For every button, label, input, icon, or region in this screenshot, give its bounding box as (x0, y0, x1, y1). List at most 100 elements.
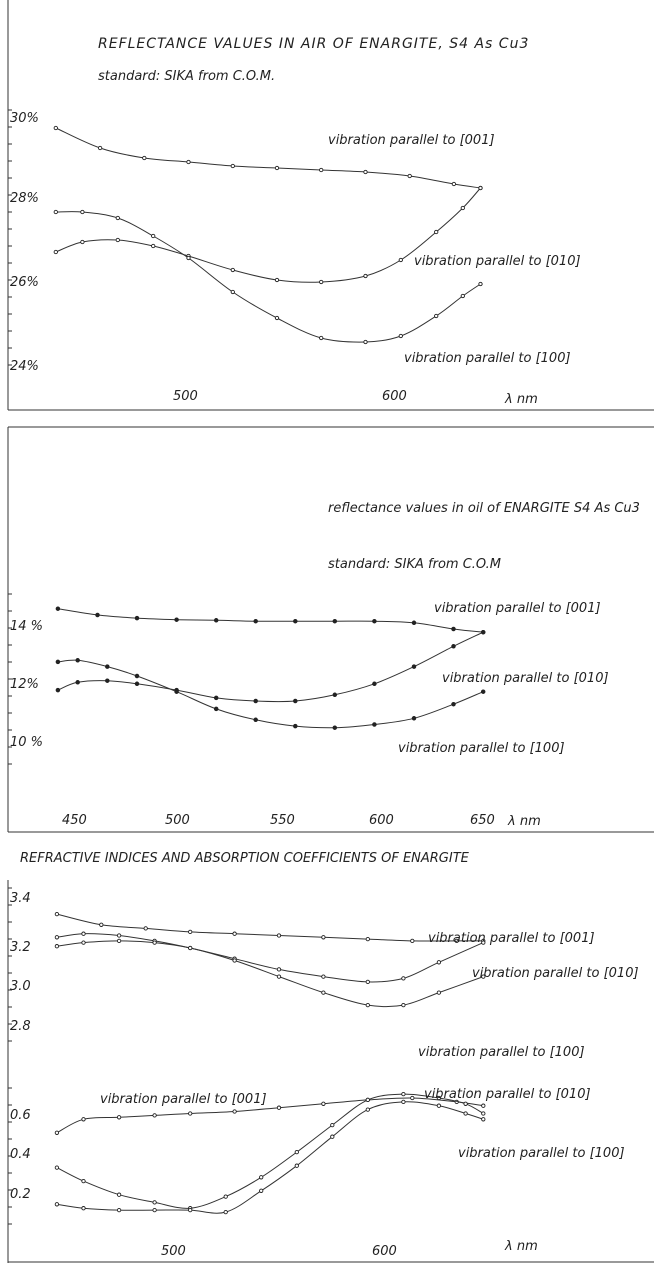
abs-series-label: vibration parallel to [001] (100, 1092, 267, 1107)
air-y-tick-label: 26% (10, 275, 39, 290)
oil-y-tick-label: 12% (10, 677, 39, 692)
air-data-point (115, 215, 120, 221)
oil-data-point (134, 673, 140, 679)
abs-data-point (401, 1091, 406, 1097)
oil-series-label: vibration parallel to [001] (434, 601, 601, 616)
refr-data-point (116, 938, 122, 944)
panel-oil-reflectance: reflectance values in oil of ENARGITE S4… (7, 426, 654, 833)
air-data-point (274, 277, 280, 283)
air-data-point (186, 159, 191, 165)
air-data-point (478, 185, 483, 191)
air-data-point (363, 273, 368, 279)
abs-data-point (116, 1115, 122, 1120)
abs-data-point (54, 1202, 60, 1207)
abs-data-point (321, 1101, 326, 1106)
oil-data-point (293, 618, 298, 624)
refr-data-point (152, 940, 157, 945)
abs-y-tick-label: 0.4 (10, 1147, 31, 1162)
air-data-point (80, 239, 85, 245)
abs-data-point (259, 1188, 264, 1193)
air-data-point (230, 163, 235, 169)
abs-data-point (330, 1122, 335, 1128)
refr-data-point (232, 958, 237, 963)
refr-data-point (276, 933, 282, 938)
air-series-label: vibration parallel to [010] (414, 254, 581, 269)
air-data-point (434, 313, 439, 319)
refr-data-point (410, 938, 415, 944)
oil-data-point (253, 717, 258, 723)
air-series-label: vibration parallel to [001] (328, 133, 495, 148)
air-y-tick-label: 30% (10, 111, 39, 126)
air-y-tick-label: 24% (10, 359, 39, 374)
oil-data-point (372, 618, 377, 624)
refr-data-point (436, 960, 442, 965)
abs-data-point (223, 1209, 228, 1215)
oil-data-point (134, 615, 140, 621)
abs-data-point (436, 1103, 442, 1108)
refr-series-label: vibration parallel to [010] (472, 966, 639, 981)
air-data-point (274, 315, 280, 321)
oil-data-point (411, 664, 417, 669)
abs-data-point (259, 1175, 264, 1180)
air-data-point (478, 281, 483, 287)
air-data-point (230, 267, 235, 273)
oil-y-tick-label: 14 % (10, 619, 43, 634)
abs-data-point (365, 1107, 370, 1112)
oil-data-point (134, 681, 140, 687)
abs-data-point (116, 1207, 122, 1213)
oil-x-tick-label: 650 (470, 813, 495, 828)
abs-data-point (481, 1103, 486, 1108)
refr-y-tick-label: 3.4 (10, 891, 31, 906)
refr-data-point (276, 967, 282, 972)
abs-data-point (81, 1206, 86, 1211)
oil-data-point (332, 725, 338, 730)
oil-data-point (55, 606, 61, 611)
air-data-point (319, 167, 324, 173)
refr-data-point (321, 990, 326, 995)
abs-series-label: vibration parallel to [100] (458, 1146, 625, 1161)
refr-data-point (188, 929, 193, 935)
abs-data-point (401, 1099, 406, 1105)
refr-data-point (365, 936, 370, 942)
refr-data-point (116, 933, 122, 938)
air-series-line (55, 211, 481, 343)
air-data-point (398, 333, 403, 339)
refr-data-point (321, 974, 326, 979)
refr-data-point (54, 911, 60, 917)
refr-data-point (481, 940, 486, 945)
refr-y-tick-label: 2.8 (10, 1019, 31, 1034)
refr-data-point (143, 926, 148, 931)
oil-data-point (332, 618, 338, 624)
abs-series-line (56, 1101, 484, 1214)
panel-refractive-title: REFRACTIVE INDICES AND ABSORPTION COEFFI… (20, 851, 470, 866)
oil-data-point (451, 701, 456, 707)
abs-data-point (365, 1097, 370, 1103)
abs-data-point (54, 1130, 60, 1135)
abs-y-tick-label: 0.6 (10, 1108, 31, 1123)
abs-data-point (223, 1194, 228, 1199)
refr-series-line (56, 913, 484, 942)
air-data-point (80, 209, 85, 215)
air-data-point (460, 293, 465, 299)
refr-series-label: vibration parallel to [001] (428, 931, 595, 946)
abs-data-point (410, 1095, 415, 1101)
oil-data-point (332, 692, 338, 698)
air-data-point (53, 249, 58, 255)
panel-absorption-lower-plot: 0.6 0.4 0.2 500 600 vibration parallel to [00… (8, 1087, 625, 1259)
abs-x-tick-label: 600 (372, 1244, 397, 1259)
oil-data-point (451, 626, 456, 632)
abs-data-point (152, 1113, 157, 1118)
abs-series-line (56, 1093, 484, 1209)
refr-data-point (436, 990, 442, 995)
panel-refractive-x-unit: λ nm (504, 1239, 538, 1254)
oil-data-point (480, 689, 486, 694)
refr-series-line (56, 940, 484, 1008)
air-data-point (151, 233, 156, 239)
refr-data-point (454, 938, 459, 944)
oil-data-point (253, 618, 258, 624)
panel-air-x-unit: λ nm (504, 392, 538, 407)
refr-data-point (54, 935, 60, 940)
air-data-point (115, 237, 120, 243)
air-data-point (451, 181, 457, 187)
abs-data-point (330, 1134, 335, 1139)
